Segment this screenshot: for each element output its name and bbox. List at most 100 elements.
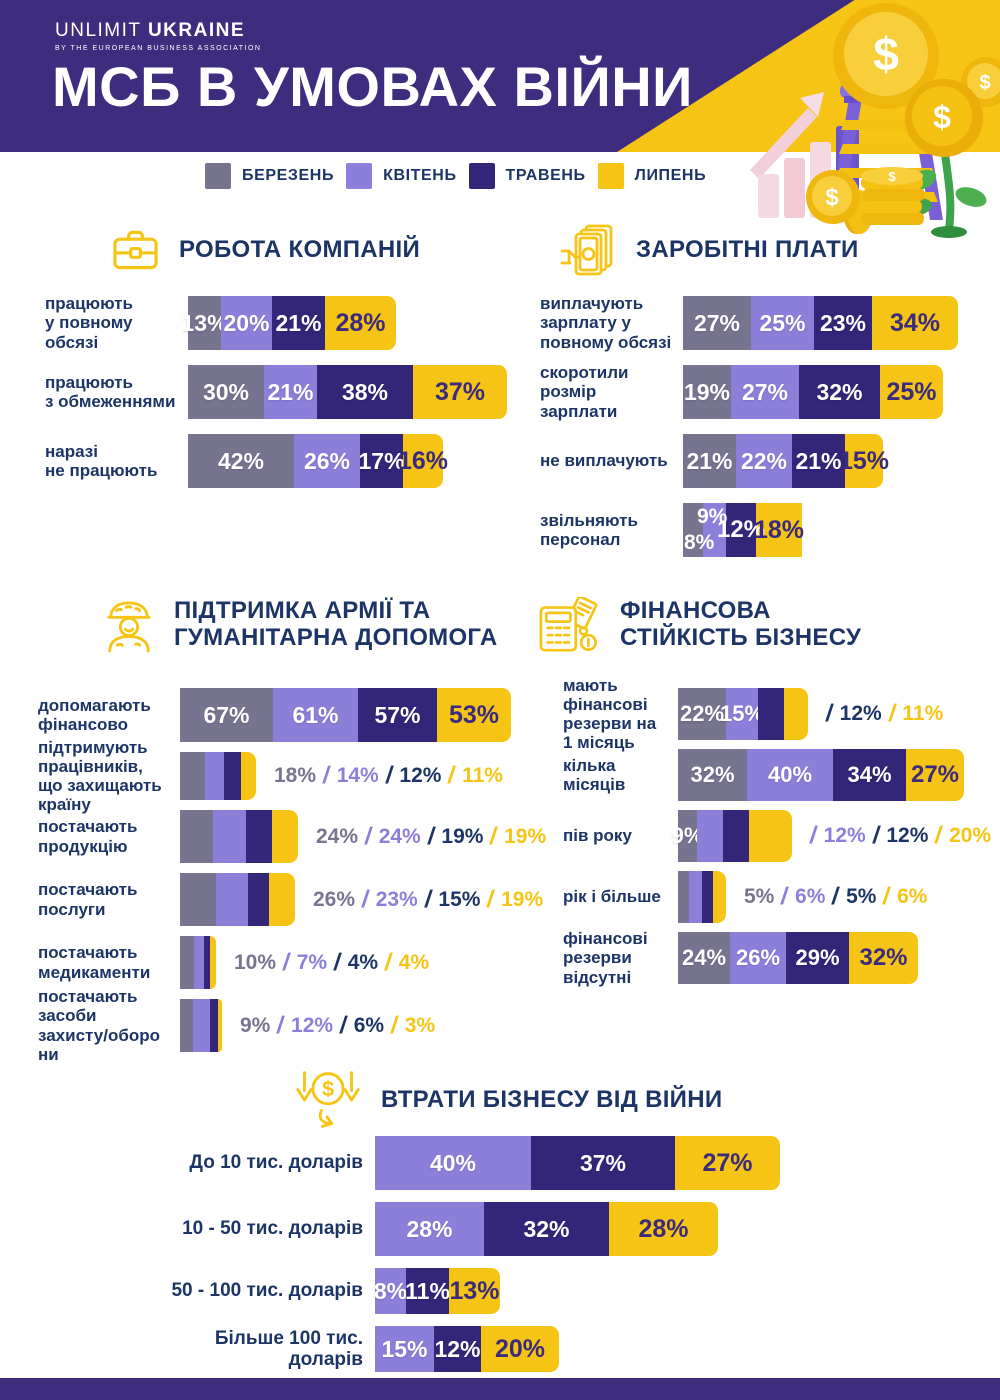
- bar-value-label: 19%: [501, 887, 544, 911]
- bar-value-label: 3%: [404, 1013, 436, 1037]
- bar-segment: 27%: [675, 1136, 780, 1190]
- separator-slash: /: [389, 1011, 400, 1039]
- bar-value-label: 32%: [690, 762, 735, 787]
- stacked-bar: [180, 936, 216, 989]
- separator-slash: /: [275, 1011, 286, 1039]
- bar-value-label: 28%: [638, 1214, 689, 1243]
- bar-value-label: 42%: [217, 447, 265, 474]
- money-growth-illustration: $ $ $ $: [750, 3, 1000, 238]
- bar-segment: 28%: [325, 296, 396, 350]
- legend-swatch: [346, 163, 373, 189]
- section-header: ПІДТРИМКА АРМІЇ ТА ГУМАНІТАРНА ДОПОМОГА: [38, 594, 538, 656]
- stacked-bar: 28% 32% 28%: [375, 1202, 718, 1256]
- chart-row: постачають медикаменти 10%/7%/4%/4%: [38, 936, 538, 989]
- bar-value-label: 12%: [434, 1335, 481, 1362]
- row-label: працюють у повному обсязі: [45, 294, 133, 352]
- legend-item: ТРАВЕНЬ: [468, 163, 586, 189]
- chart-row: кілька місяців 32% 40% 34% 27%: [538, 749, 1000, 801]
- chart-row: До 10 тис. доларів 40% 37% 27%: [150, 1136, 870, 1190]
- bar-value-label: 13%: [449, 1276, 500, 1305]
- separator-slash: /: [808, 822, 819, 849]
- bar-segment: 32%: [678, 749, 747, 801]
- chart-row: підтримують працівників, що захищають кр…: [38, 738, 538, 814]
- bar-value-label: 15%: [381, 1335, 428, 1362]
- bar-segment: [678, 871, 689, 923]
- stacked-bar: 30% 21% 38% 37%: [188, 365, 507, 419]
- row-label: наразі не працюють: [45, 441, 158, 480]
- bar-value-label: 19%: [441, 824, 484, 848]
- bar-segment: 32%: [799, 365, 880, 419]
- bar-segment: 19%: [683, 365, 731, 419]
- row-label: кілька місяців: [563, 755, 626, 794]
- stacked-bar: 24% 26% 29% 32%: [678, 932, 918, 984]
- separator-slash: /: [425, 822, 437, 850]
- bar-values-outside: 9%/12%/6%/3%: [240, 1012, 435, 1040]
- bar-segment: 27%: [731, 365, 799, 419]
- separator-slash: /: [485, 885, 497, 913]
- calculator-icon: [539, 597, 598, 652]
- bar-segment: [758, 688, 784, 740]
- chart-row: фінансові резерви відсутні 24% 26% 29% 32%: [538, 929, 1000, 987]
- bar-segment: 27%: [683, 296, 751, 350]
- bar-value-label: 4%: [398, 950, 430, 974]
- section-company-operations: РОБОТА КОМПАНІЙ працюють у повному обсяз…: [40, 226, 520, 488]
- stacked-bar: 13% 20% 21% 28%: [181, 296, 396, 350]
- bar-value-label: 8%: [684, 531, 715, 554]
- bar-value-label: 6%: [795, 885, 826, 908]
- bar-value-label: 10%: [234, 950, 277, 974]
- row-label: скоротили розмір зарплати: [540, 363, 629, 421]
- legend-label: ЛИПЕНЬ: [634, 167, 707, 184]
- bar-value-label: 27%: [702, 1148, 753, 1177]
- legend-item: КВІТЕНЬ: [346, 163, 456, 189]
- bar-value-label: 15%: [719, 701, 765, 726]
- bar-segment: 8%: [374, 1268, 407, 1314]
- bar-value-label: 21%: [267, 378, 314, 405]
- bar-value-label: 11%: [462, 764, 503, 787]
- bar-value-label: 24%: [681, 945, 727, 970]
- bar-value-label: 23%: [375, 887, 418, 911]
- section-title: РОБОТА КОМПАНІЙ: [179, 235, 421, 263]
- separator-slash: /: [281, 948, 292, 976]
- bar-segment: [689, 871, 702, 923]
- bar-value-label: 57%: [374, 701, 421, 728]
- chart-row: 50 - 100 тис. доларів 8% 11% 13%: [150, 1268, 870, 1314]
- bar-segment: 40%: [747, 749, 833, 801]
- bar-segment: 21%: [272, 296, 325, 350]
- bar-segment: [180, 999, 193, 1052]
- bar-segment: 32%: [849, 932, 918, 984]
- svg-text:$: $: [888, 169, 896, 184]
- bar-values-outside: 24%/24%/19%/19%: [316, 823, 546, 851]
- bar-segment: 13%: [181, 296, 228, 350]
- bar-value-label: 19%: [683, 378, 731, 405]
- bar-segment: [248, 873, 269, 926]
- bar-segment: 21%: [683, 434, 736, 488]
- row-label: 50 - 100 тис. доларів: [171, 1280, 363, 1302]
- bar-segment: 32%: [484, 1202, 609, 1256]
- bar-values-outside: /12%/12%/20%: [808, 822, 991, 850]
- bar-segment: [213, 810, 246, 863]
- bar-segment: 15%: [720, 688, 764, 740]
- bar-segment: [241, 752, 256, 800]
- bar-value-label: 28%: [335, 308, 386, 337]
- bar-segment: 20%: [481, 1326, 559, 1372]
- chart-row: мають фінансові резерви на 1 місяць 22% 15…: [538, 676, 1000, 752]
- bar-segment: [702, 871, 713, 923]
- row-label: звільняють персонал: [540, 510, 638, 549]
- bar-value-label: 23%: [819, 309, 867, 336]
- stacked-bar: 32% 40% 34% 27%: [678, 749, 964, 801]
- separator-slash: /: [886, 700, 898, 727]
- footer-bar: [0, 1378, 1000, 1400]
- section-business-losses: $ ВТРАТИ БІЗНЕСУ ВІД ВІЙНИ До 10 тис. до…: [150, 1068, 870, 1372]
- chart-rows: виплачують зарплату у повному обсязі 27% 2…: [540, 294, 1000, 557]
- bar-value-label: 24%: [378, 824, 421, 848]
- bar-segment: [683, 503, 703, 557]
- chart-row: допомагають фінансово 67% 61% 57% 53%: [38, 688, 538, 742]
- section-header: ЗАРОБІТНІ ПЛАТИ: [540, 224, 1000, 276]
- bar-value-label: 22%: [679, 701, 725, 726]
- bar-value-label: 6%: [353, 1013, 385, 1037]
- bar-segment: [216, 873, 248, 926]
- section-financial-resilience: ФІНАНСОВА СТІЙКІСТЬ БІЗНЕСУ мають фінанс…: [538, 594, 1000, 987]
- bar-segment: 21%: [792, 434, 845, 488]
- svg-text:$: $: [933, 99, 951, 135]
